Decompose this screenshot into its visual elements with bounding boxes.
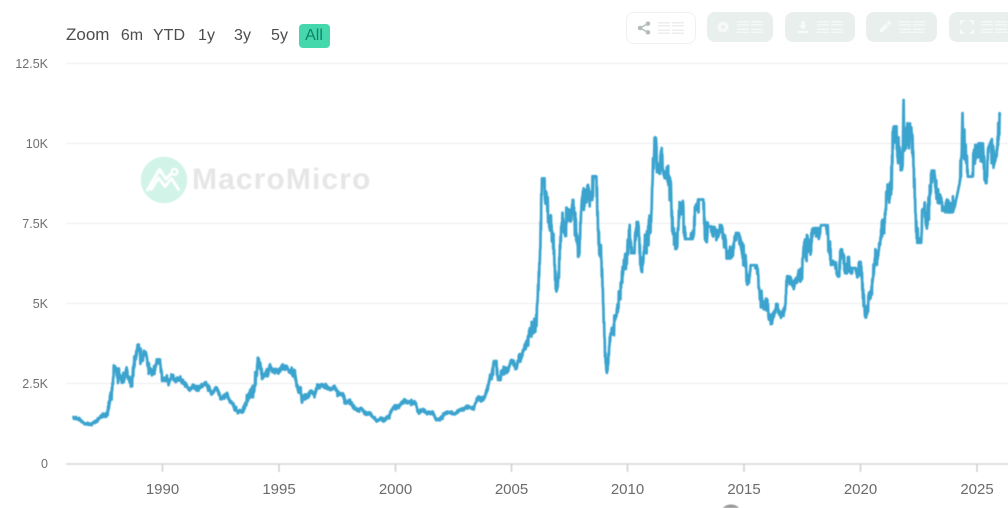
svg-text:MacroMicro: MacroMicro	[192, 163, 371, 196]
